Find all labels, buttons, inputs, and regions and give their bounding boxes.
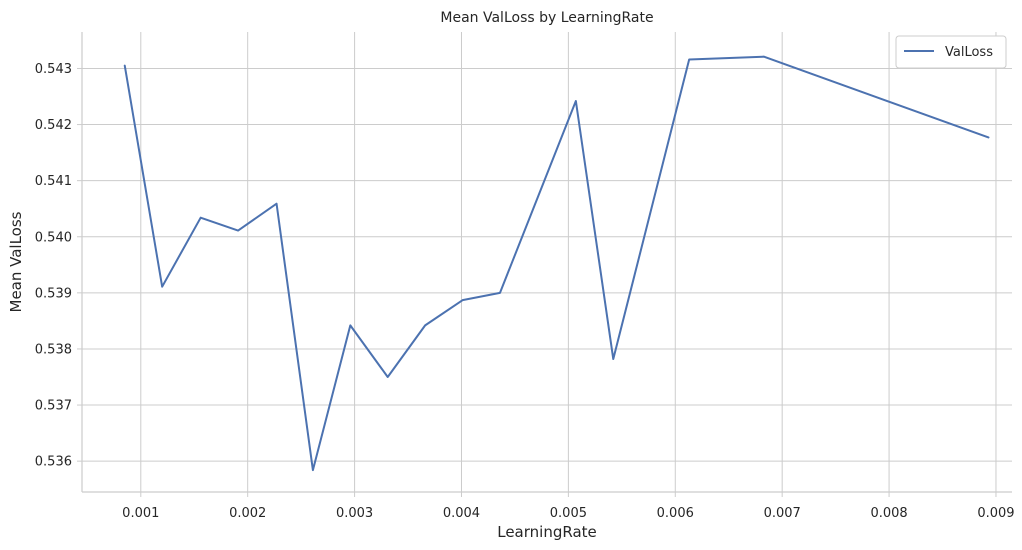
y-tick-label: 0.539	[35, 286, 72, 301]
y-axis-ticks: 0.536 0.537 0.538 0.539 0.540 0.541 0.542 0.543	[35, 62, 82, 470]
chart-title: Mean ValLoss by LearningRate	[440, 10, 653, 26]
x-tick-label: 0.003	[336, 506, 373, 521]
y-tick-label: 0.541	[35, 174, 72, 189]
x-tick-label: 0.001	[122, 506, 159, 521]
x-tick-label: 0.009	[977, 506, 1014, 521]
y-tick-label: 0.542	[35, 118, 72, 133]
axes-spines	[81, 32, 1012, 493]
y-axis-label: Mean ValLoss	[7, 211, 25, 312]
y-tick-label: 0.538	[35, 342, 72, 357]
grid	[82, 32, 1012, 492]
x-tick-label: 0.008	[870, 506, 907, 521]
y-tick-label: 0.540	[35, 230, 72, 245]
x-tick-label: 0.004	[443, 506, 480, 521]
x-tick-label: 0.005	[550, 506, 587, 521]
series	[123, 55, 990, 472]
x-tick-label: 0.007	[764, 506, 801, 521]
legend: ValLoss	[895, 35, 1007, 69]
y-tick-label: 0.543	[35, 62, 72, 77]
legend-label-valloss: ValLoss	[945, 45, 993, 60]
x-tick-label: 0.002	[229, 506, 266, 521]
y-tick-label: 0.536	[35, 455, 72, 470]
x-axis-ticks: 0.001 0.002 0.003 0.004 0.005 0.006 0.007 0.008…	[122, 492, 1015, 521]
x-tick-label: 0.006	[657, 506, 694, 521]
y-tick-label: 0.537	[35, 399, 72, 414]
series-line-valloss	[123, 55, 990, 472]
legend-box	[895, 35, 1007, 69]
x-axis-label: LearningRate	[497, 523, 597, 541]
